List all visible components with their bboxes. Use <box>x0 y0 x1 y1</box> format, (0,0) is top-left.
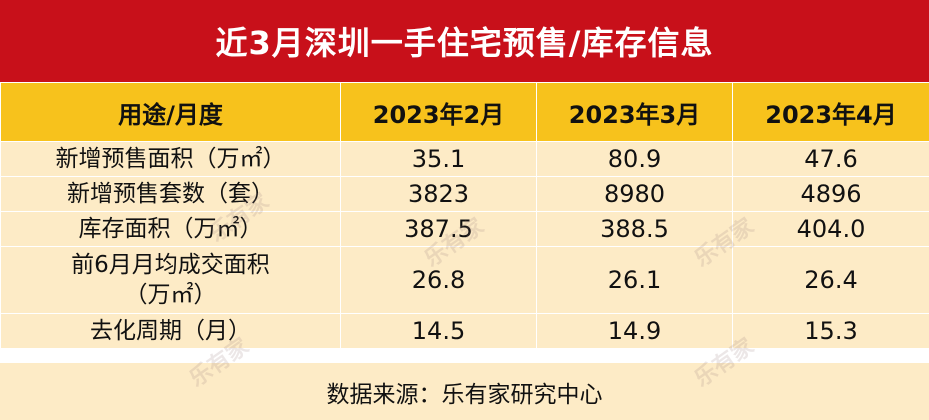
table-cell: 26.1 <box>537 247 733 314</box>
header-row: 用途/月度 2023年2月 2023年3月 2023年4月 <box>1 83 929 142</box>
table-cell: 4896 <box>733 177 929 212</box>
table-cell: 26.4 <box>733 247 929 314</box>
table-cell: 387.5 <box>341 212 537 247</box>
column-header-category: 用途/月度 <box>1 83 341 142</box>
table-row: 库存面积（万㎡） 387.5 388.5 404.0 <box>1 212 929 247</box>
table-row: 去化周期（月） 14.5 14.9 15.3 <box>1 314 929 349</box>
row-label: 去化周期（月） <box>1 314 341 349</box>
column-header-mar: 2023年3月 <box>537 83 733 142</box>
table-row: 前6月月均成交面积 （万㎡） 26.8 26.1 26.4 <box>1 247 929 314</box>
row-label-line2: （万㎡） <box>1 280 340 310</box>
table-cell: 15.3 <box>733 314 929 349</box>
source-note: 数据来源：乐有家研究中心 <box>0 362 929 420</box>
row-label: 库存面积（万㎡） <box>1 212 341 247</box>
row-label-line1: 前6月月均成交面积 <box>1 250 340 280</box>
column-header-apr: 2023年4月 <box>733 83 929 142</box>
table-cell: 26.8 <box>341 247 537 314</box>
table-cell: 3823 <box>341 177 537 212</box>
data-table: 用途/月度 2023年2月 2023年3月 2023年4月 新增预售面积（万㎡）… <box>0 82 929 349</box>
table-row: 新增预售套数（套） 3823 8980 4896 <box>1 177 929 212</box>
table-cell: 14.9 <box>537 314 733 349</box>
table-cell: 388.5 <box>537 212 733 247</box>
page-title: 近3月深圳一手住宅预售/库存信息 <box>0 0 929 82</box>
table-cell: 8980 <box>537 177 733 212</box>
table-cell: 80.9 <box>537 142 733 177</box>
column-header-feb: 2023年2月 <box>341 83 537 142</box>
row-label: 新增预售面积（万㎡） <box>1 142 341 177</box>
table-row: 新增预售面积（万㎡） 35.1 80.9 47.6 <box>1 142 929 177</box>
table-cell: 47.6 <box>733 142 929 177</box>
row-label: 新增预售套数（套） <box>1 177 341 212</box>
table-cell: 14.5 <box>341 314 537 349</box>
table-cell: 404.0 <box>733 212 929 247</box>
row-label: 前6月月均成交面积 （万㎡） <box>1 247 341 314</box>
table-cell: 35.1 <box>341 142 537 177</box>
